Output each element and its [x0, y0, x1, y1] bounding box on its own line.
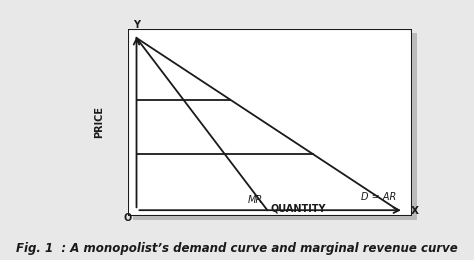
Text: X: X [411, 206, 419, 216]
Text: Y: Y [133, 20, 140, 30]
Text: Fig. 1  : A monopolist’s demand curve and marginal revenue curve: Fig. 1 : A monopolist’s demand curve and… [16, 242, 458, 255]
Text: QUANTITY: QUANTITY [271, 204, 327, 214]
Text: D = AR: D = AR [361, 192, 396, 202]
Text: PRICE: PRICE [94, 106, 105, 138]
Text: MR: MR [247, 195, 263, 205]
Text: O: O [124, 213, 132, 223]
